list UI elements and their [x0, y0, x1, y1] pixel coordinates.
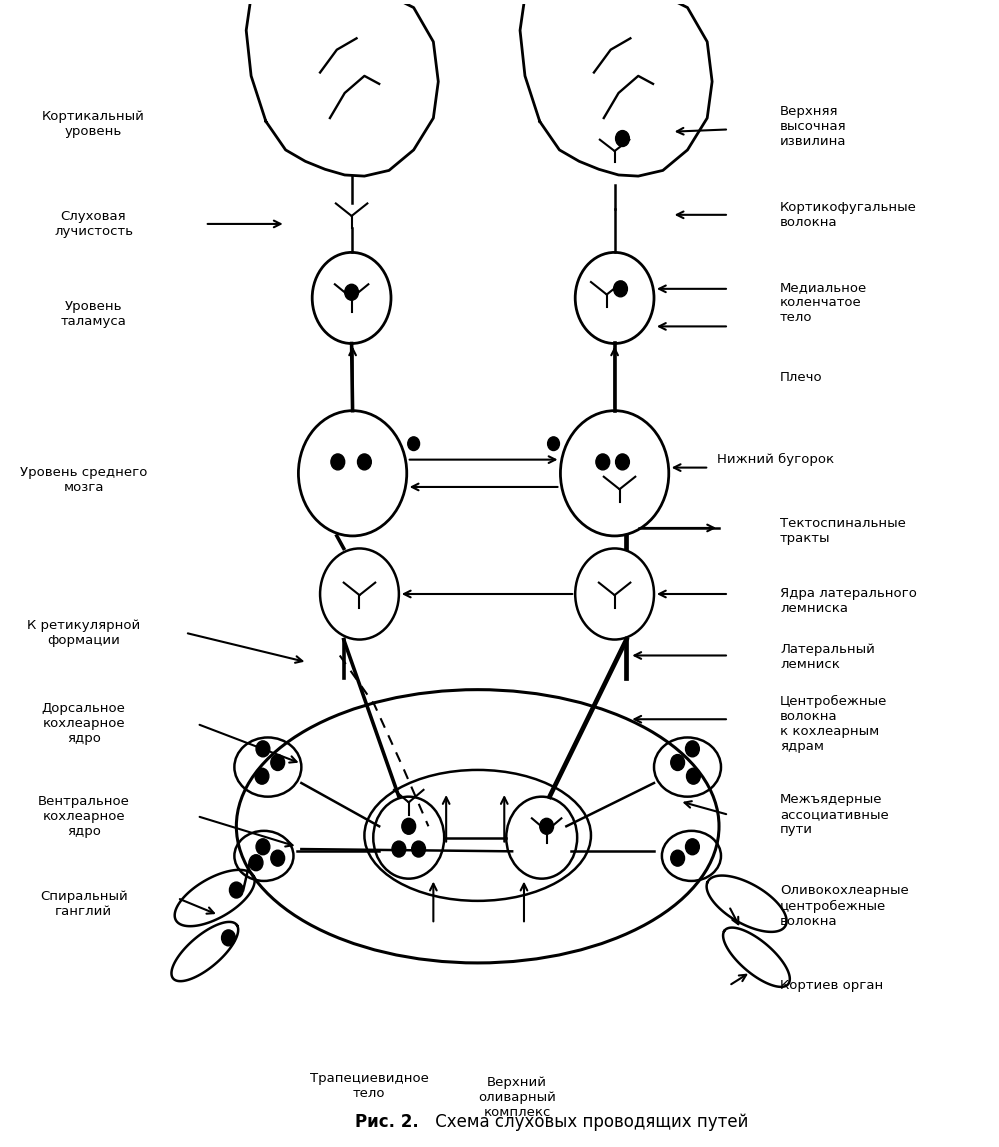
Text: К ретикулярной
формации: К ретикулярной формации [27, 618, 140, 647]
Circle shape [331, 454, 345, 470]
Text: Межъядерные
ассоциативные
пути: Межъядерные ассоциативные пути [780, 794, 889, 836]
Circle shape [256, 838, 270, 855]
Circle shape [271, 755, 285, 771]
Circle shape [686, 768, 700, 785]
Circle shape [256, 741, 270, 757]
Circle shape [670, 755, 684, 771]
Text: Центробежные
волокна
к кохлеарным
ядрам: Центробежные волокна к кохлеарным ядрам [780, 695, 887, 752]
Circle shape [615, 131, 629, 147]
Text: Тектоспинальные
тракты: Тектоспинальные тракты [780, 517, 906, 545]
Text: Дорсальное
кохлеарное
ядро: Дорсальное кохлеарное ядро [42, 702, 126, 746]
Circle shape [358, 454, 372, 470]
Text: Слуховая
лучистость: Слуховая лучистость [54, 210, 133, 237]
Circle shape [613, 281, 627, 297]
Text: Вентральное
кохлеарное
ядро: Вентральное кохлеарное ядро [38, 795, 130, 837]
Text: Рис. 2.: Рис. 2. [355, 1113, 419, 1131]
Text: Оливокохлеарные
центробежные
волокна: Оливокохлеарные центробежные волокна [780, 884, 909, 928]
Circle shape [595, 454, 609, 470]
Text: Ядра латерального
лемниска: Ядра латерального лемниска [780, 587, 917, 615]
Circle shape [402, 818, 416, 834]
Circle shape [685, 838, 699, 855]
Circle shape [615, 454, 629, 470]
Circle shape [408, 437, 420, 451]
Circle shape [255, 768, 269, 785]
Circle shape [685, 741, 699, 757]
Text: Уровень
таламуса: Уровень таламуса [61, 299, 127, 328]
Text: Уровень среднего
мозга: Уровень среднего мозга [20, 466, 148, 494]
Text: Латеральный
лемниск: Латеральный лемниск [780, 642, 875, 671]
Circle shape [392, 841, 406, 857]
Circle shape [539, 818, 553, 834]
Text: Кортикофугальные
волокна: Кортикофугальные волокна [780, 201, 917, 228]
Circle shape [345, 284, 359, 301]
Text: Нижний бугорок: Нижний бугорок [717, 453, 834, 466]
Text: Плечо: Плечо [780, 372, 823, 384]
Text: Верхняя
высочная
извилина: Верхняя высочная извилина [780, 104, 847, 148]
Text: Кортиев орган: Кортиев орган [780, 980, 883, 992]
Text: Трапециевидное
тело: Трапециевидное тело [310, 1072, 429, 1100]
Circle shape [670, 850, 684, 866]
Circle shape [222, 930, 236, 946]
Circle shape [271, 850, 285, 866]
Text: Спиральный
ганглий: Спиральный ганглий [40, 890, 128, 918]
Text: Верхний
оливарный
комплекс: Верхний оливарный комплекс [479, 1076, 556, 1118]
Circle shape [230, 882, 243, 898]
Text: Медиальное
коленчатое
тело: Медиальное коленчатое тело [780, 281, 867, 323]
Circle shape [547, 437, 559, 451]
Circle shape [249, 855, 263, 871]
Text: Кортикальный
уровень: Кортикальный уровень [42, 110, 145, 138]
Circle shape [412, 841, 426, 857]
Text: Схема слуховых проводящих путей: Схема слуховых проводящих путей [430, 1113, 748, 1131]
